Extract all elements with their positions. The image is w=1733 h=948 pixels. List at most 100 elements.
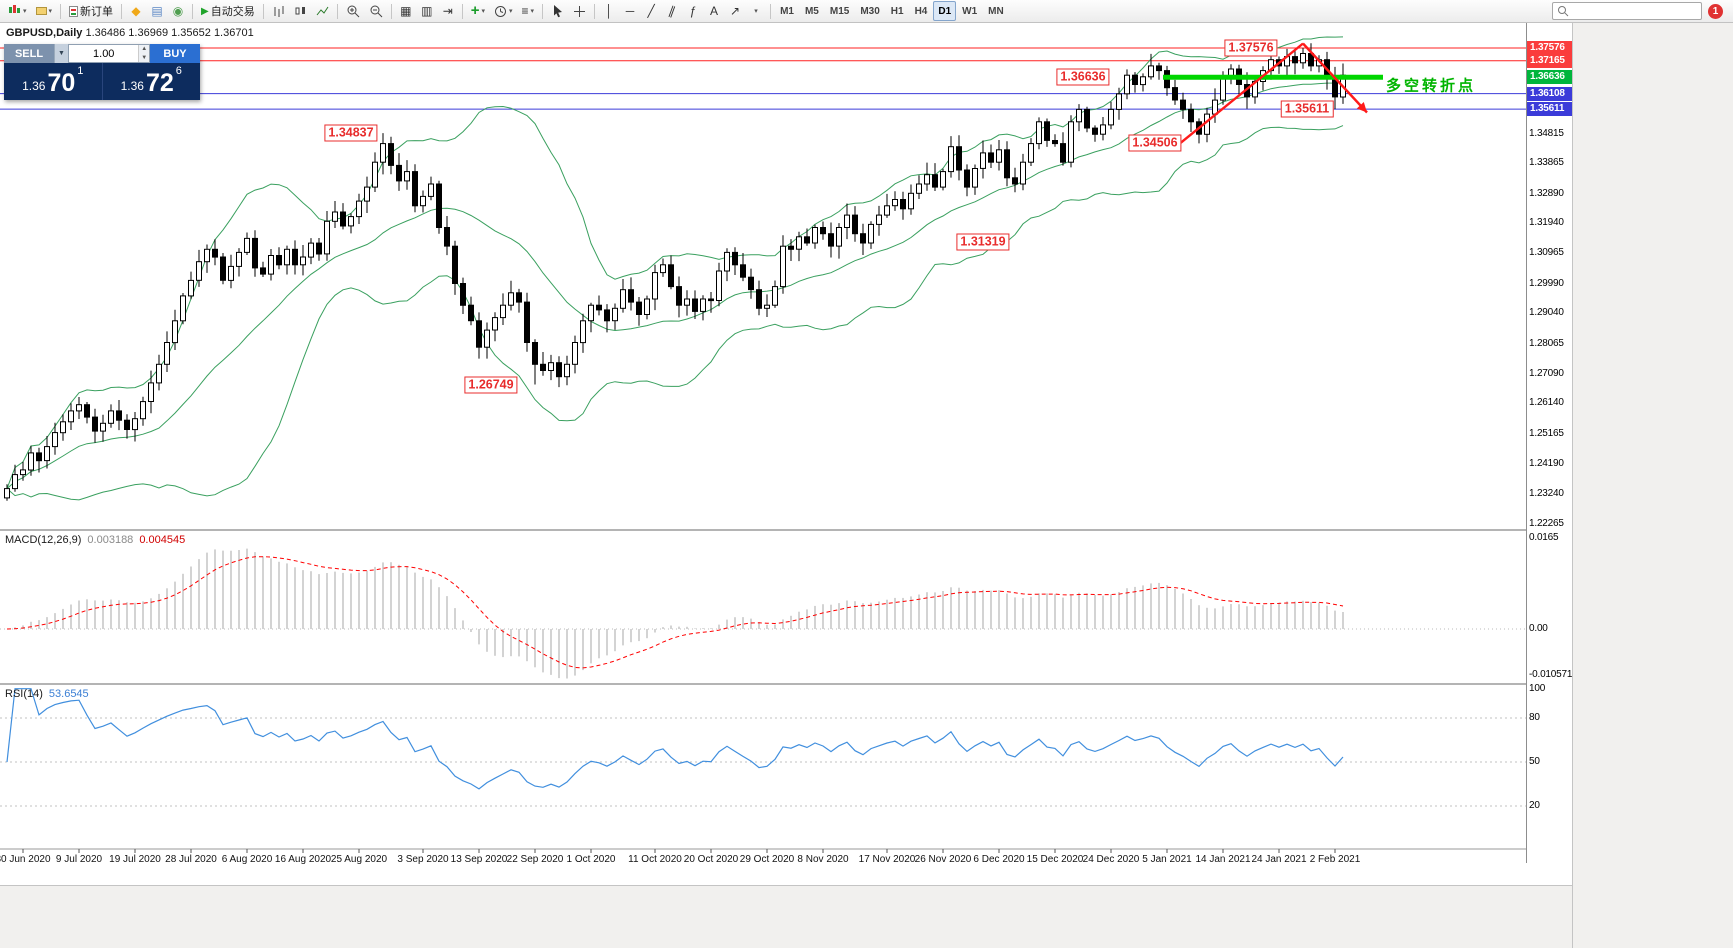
x-axis-label: 16 Aug 2020 bbox=[274, 854, 332, 865]
fibonacci-button[interactable]: ƒ bbox=[683, 1, 703, 21]
rsi-scale-label: 100 bbox=[1529, 683, 1546, 694]
timeframe-m15-button[interactable]: M15 bbox=[829, 5, 850, 17]
macd-main-value: 0.003188 bbox=[87, 534, 134, 546]
level-price-label: 1.35611 bbox=[1527, 102, 1572, 116]
pivot-note-label[interactable]: 多空转折点 bbox=[1385, 77, 1477, 95]
timeframe-m5-button[interactable]: M5 bbox=[804, 5, 819, 17]
trade-settings-dropdown[interactable]: ▼ bbox=[54, 44, 68, 63]
buy-price-big: 72 bbox=[145, 69, 174, 97]
rsi-scale-label: 80 bbox=[1529, 712, 1540, 723]
sell-price[interactable]: 1.36 70 1 bbox=[4, 63, 103, 100]
profiles-button[interactable]: ▾ bbox=[32, 1, 57, 21]
price-tick-label: 1.28065 bbox=[1529, 338, 1564, 349]
timeframe-m1-button[interactable]: M1 bbox=[780, 5, 794, 17]
candles-chart-button[interactable] bbox=[290, 1, 311, 21]
price-annotation[interactable]: 1.36636 bbox=[1056, 68, 1110, 86]
buy-price[interactable]: 1.36 72 6 bbox=[103, 63, 201, 100]
x-axis-label: 1 Oct 2020 bbox=[566, 854, 616, 865]
price-annotation[interactable]: 1.34837 bbox=[324, 124, 378, 142]
price-annotation[interactable]: 1.31319 bbox=[956, 233, 1010, 251]
crosshair-button[interactable] bbox=[569, 1, 590, 21]
x-axis-label: 30 Jun 2020 bbox=[0, 854, 51, 865]
price-annotation[interactable]: 1.37576 bbox=[1224, 39, 1278, 57]
notifications-badge[interactable]: 1 bbox=[1708, 3, 1723, 19]
arrow-tool-icon: ↗ bbox=[730, 4, 741, 18]
price-annotation[interactable]: 1.35611 bbox=[1280, 100, 1334, 118]
new-order-label: 新订单 bbox=[80, 6, 114, 18]
macd-signal-value: 0.004545 bbox=[139, 534, 186, 546]
shapes-icon: ▾ bbox=[754, 8, 758, 15]
tile-windows-button[interactable]: ▦ bbox=[396, 1, 416, 21]
timeframe-h1-button[interactable]: H1 bbox=[890, 5, 904, 17]
x-axis-label: 3 Sep 2020 bbox=[397, 854, 449, 865]
cursor-button[interactable] bbox=[547, 1, 568, 21]
x-axis-label: 9 Jul 2020 bbox=[55, 854, 103, 865]
price-annotation[interactable]: 1.34506 bbox=[1128, 134, 1182, 152]
line-chart-button[interactable] bbox=[312, 1, 333, 21]
lot-size-input[interactable] bbox=[69, 45, 139, 62]
x-axis-label: 20 Oct 2020 bbox=[683, 854, 739, 865]
community-button[interactable]: ◉ bbox=[168, 1, 188, 21]
new-chart-button[interactable]: ▾ bbox=[4, 1, 31, 21]
price-annotation[interactable]: 1.26749 bbox=[464, 376, 518, 394]
zoom-in-button[interactable] bbox=[342, 1, 364, 21]
toolbar-separator bbox=[60, 3, 62, 19]
timeframe-h4-button[interactable]: H4 bbox=[914, 5, 928, 17]
timeframe-m30-button[interactable]: M30 bbox=[860, 5, 880, 17]
macd-histogram bbox=[14, 548, 1344, 679]
x-axis-label: 6 Aug 2020 bbox=[221, 854, 273, 865]
indicators-button[interactable]: + ▾ bbox=[467, 1, 489, 21]
text-button[interactable]: A bbox=[704, 1, 724, 21]
chart-window[interactable]: GBPUSD,Daily 1.36486 1.36969 1.35652 1.3… bbox=[0, 23, 1572, 885]
x-axis-label: 25 Aug 2020 bbox=[330, 854, 388, 865]
periods-button[interactable]: ▾ bbox=[490, 1, 517, 21]
search-box[interactable] bbox=[1552, 2, 1702, 20]
lot-size-field: ▲ ▼ bbox=[68, 44, 150, 63]
lot-stepper-up[interactable]: ▲ bbox=[139, 45, 149, 54]
templates-button[interactable]: ≡ ▾ bbox=[518, 1, 539, 21]
mql-button[interactable]: ◆ bbox=[126, 1, 146, 21]
channel-button[interactable]: ∥ bbox=[662, 1, 682, 21]
level-price-label: 1.37576 bbox=[1527, 41, 1572, 55]
x-axis-label: 14 Jan 2021 bbox=[1195, 854, 1251, 865]
macd-scale-label: -0.010571 bbox=[1529, 669, 1572, 680]
bars-chart-button[interactable] bbox=[268, 1, 289, 21]
shapes-button[interactable]: ▾ bbox=[746, 1, 766, 21]
horizontal-line-button[interactable]: ─ bbox=[620, 1, 640, 21]
timeframe-w1-button[interactable]: W1 bbox=[962, 5, 978, 17]
chart-canvas[interactable] bbox=[0, 23, 1526, 863]
price-tick-label: 1.33865 bbox=[1529, 157, 1564, 168]
timeframe-d1-button[interactable]: D1 bbox=[933, 1, 957, 21]
sell-button[interactable]: SELL bbox=[4, 44, 54, 63]
price-tick-label: 1.25165 bbox=[1529, 428, 1564, 439]
arrange-windows-button[interactable]: ▥ bbox=[417, 1, 437, 21]
time-axis[interactable]: 30 Jun 2020 9 Jul 2020 19 Jul 2020 28 Jul 2… bbox=[0, 850, 1526, 868]
buy-price-sup: 6 bbox=[175, 65, 182, 77]
profiles-icon bbox=[35, 7, 47, 15]
templates-icon: ≡ bbox=[521, 4, 529, 18]
fibonacci-icon: ƒ bbox=[689, 4, 697, 18]
arrow-tool-button[interactable]: ↗ bbox=[725, 1, 745, 21]
toolbar-separator bbox=[192, 3, 194, 19]
lot-stepper: ▲ ▼ bbox=[138, 45, 149, 62]
new-chart-icon bbox=[8, 3, 21, 19]
search-input[interactable] bbox=[1572, 5, 1697, 17]
timeframe-mn-button[interactable]: MN bbox=[988, 5, 1004, 17]
shift-chart-button[interactable]: ⇥ bbox=[438, 1, 458, 21]
sell-price-big: 70 bbox=[47, 69, 76, 97]
rsi-title: RSI(14) bbox=[5, 688, 43, 700]
periods-icon bbox=[495, 5, 507, 17]
level-price-label: 1.36108 bbox=[1527, 87, 1572, 101]
new-order-button[interactable]: 新订单 bbox=[65, 1, 117, 21]
red-trendline-2[interactable] bbox=[1302, 42, 1368, 114]
autotrading-button[interactable]: ▶ 自动交易 bbox=[197, 1, 259, 21]
lot-stepper-down[interactable]: ▼ bbox=[139, 53, 149, 62]
buy-button[interactable]: BUY bbox=[150, 44, 200, 63]
zoom-out-button[interactable] bbox=[365, 1, 387, 21]
red-trendline-1[interactable] bbox=[1178, 42, 1304, 146]
sell-price-sup: 1 bbox=[77, 65, 84, 77]
trendline-button[interactable]: ╱ bbox=[641, 1, 661, 21]
price-scale[interactable]: 1.34815 1.33865 1.32890 1.31940 1.30965 1.299… bbox=[1526, 23, 1572, 863]
terminal-button[interactable]: ▤ bbox=[147, 1, 167, 21]
vertical-line-button[interactable]: │ bbox=[599, 1, 619, 21]
